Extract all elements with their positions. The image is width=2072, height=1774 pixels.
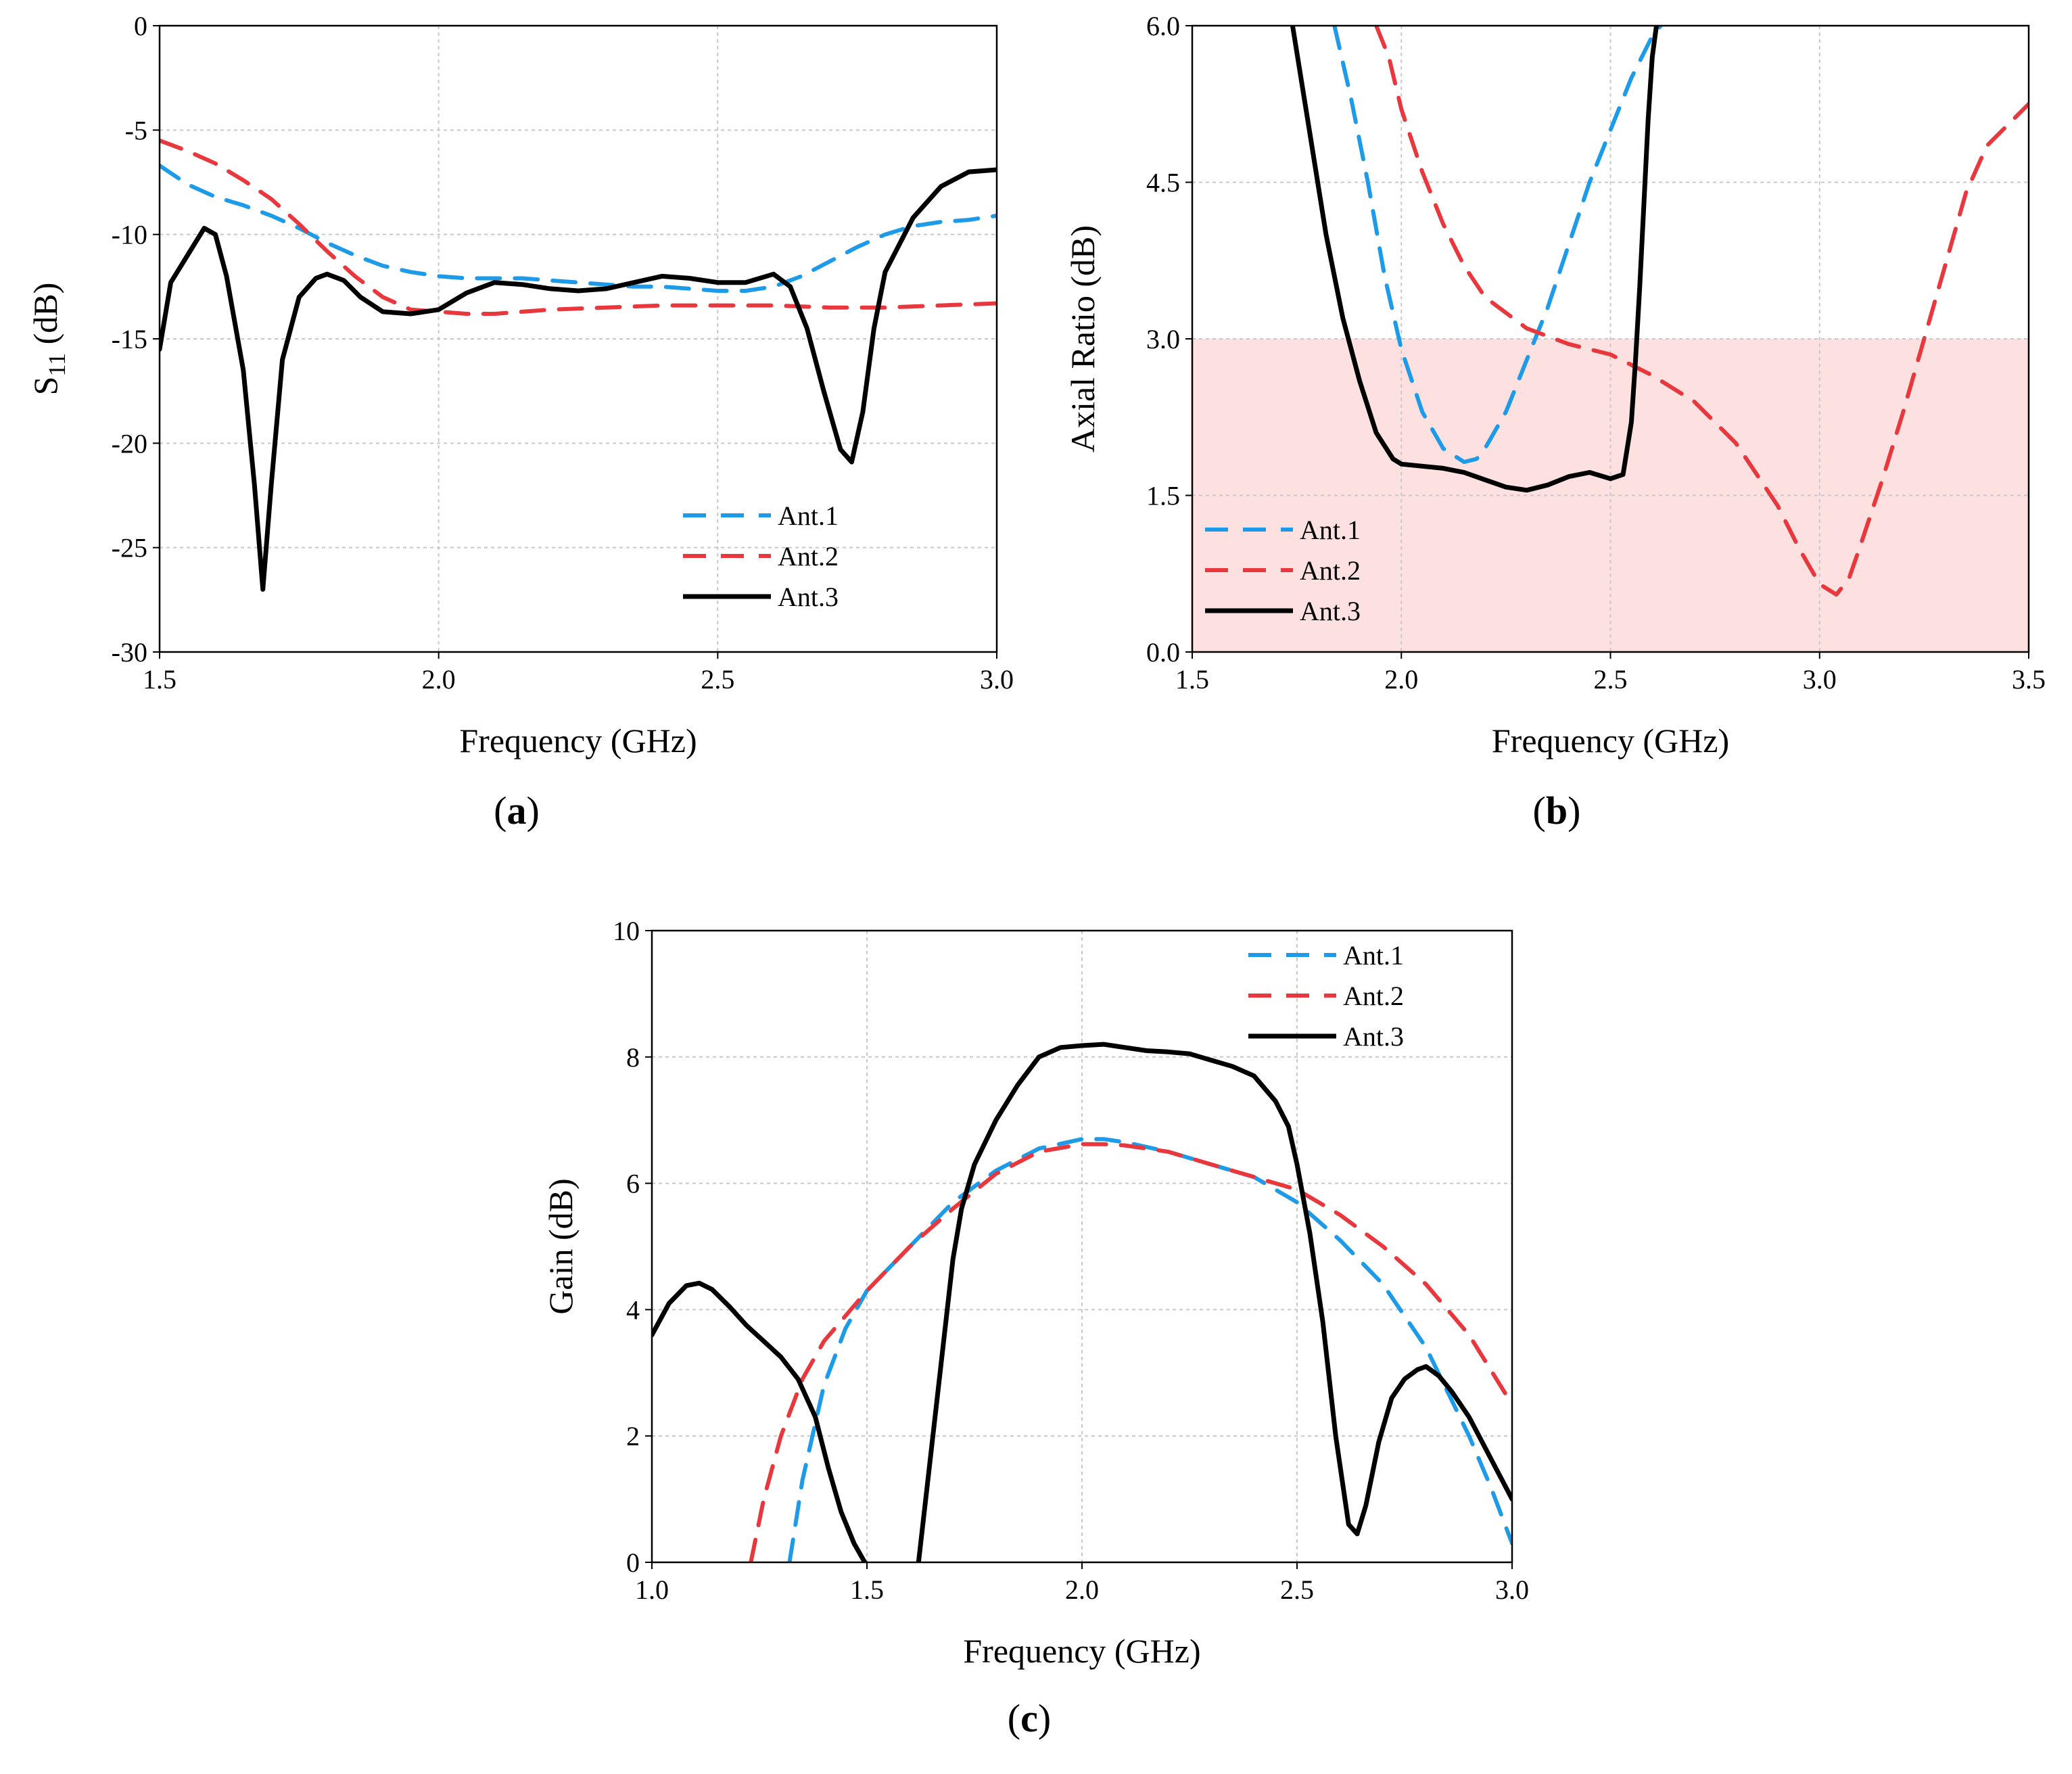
x-tick-label: 1.5 xyxy=(143,664,176,695)
y-tick-label: 4 xyxy=(626,1294,640,1325)
x-tick-label: 2.5 xyxy=(1280,1574,1314,1605)
legend: Ant.1 Ant.2 Ant.3 xyxy=(683,500,839,612)
series-line-ant3 xyxy=(160,167,997,592)
x-tick-label: 1.5 xyxy=(1175,664,1209,695)
y-tick-label: -5 xyxy=(125,115,147,145)
legend: Ant.1 Ant.2 Ant.3 xyxy=(1205,515,1361,626)
x-tick-label: 1.5 xyxy=(850,1574,884,1605)
legend-label-ant1: Ant.1 xyxy=(1300,515,1361,545)
y-tick-label: 6 xyxy=(626,1169,640,1199)
legend-label-ant3: Ant.3 xyxy=(778,582,839,612)
series-line-ant3 xyxy=(1290,26,1659,493)
legend-label-ant2: Ant.2 xyxy=(778,541,839,571)
chart-panel-a: 1.5 2.0 2.5 3.0 0 -5 -10 -15 -20 -25 -30 Frequency … xyxy=(26,11,1014,833)
y-tick-label: 8 xyxy=(626,1042,640,1073)
y-tick-label: -20 xyxy=(112,428,147,459)
series-line-ant2 xyxy=(749,1142,1512,1562)
y-tick-label: 10 xyxy=(613,916,640,946)
y-tick-label: -30 xyxy=(112,637,147,668)
legend-label-ant1: Ant.1 xyxy=(778,500,839,531)
x-tick-label: 2.0 xyxy=(1065,1574,1099,1605)
y-tick-label: -25 xyxy=(112,533,147,563)
x-tick-label: 3.0 xyxy=(1803,664,1837,695)
x-tick-label: 2.0 xyxy=(422,664,456,695)
chart-panel-b: 1.5 2.0 2.5 3.0 3.50.01.53.04.56.0Frequency … xyxy=(1064,11,2046,833)
chart-panel-c: 1.0 1.5 2.0 2.5 3.0 0 2 4 6 8 10 Frequency (GHz) Gai… xyxy=(542,916,1529,1740)
x-tick-label: 2.5 xyxy=(1594,664,1628,695)
y-tick-label: 3.0 xyxy=(1146,324,1180,354)
panel-label: (c) xyxy=(1008,1696,1051,1740)
legend-label-ant1: Ant.1 xyxy=(1343,940,1404,971)
series-line-ant2 xyxy=(1374,26,2029,597)
panel-label: (a) xyxy=(494,789,540,833)
x-axis-title: Frequency (GHz) xyxy=(1492,722,1729,760)
y-tick-label: 0.0 xyxy=(1146,637,1180,668)
legend-label-ant2: Ant.2 xyxy=(1343,981,1404,1011)
series-line-ant1 xyxy=(160,163,997,293)
panel-label: (b) xyxy=(1533,789,1581,833)
series-line-ant1 xyxy=(1332,26,1663,465)
x-tick-label: 3.0 xyxy=(1495,1574,1529,1605)
legend-label-ant3: Ant.3 xyxy=(1300,596,1361,626)
x-tick-label: 2.5 xyxy=(701,664,734,695)
series-line-ant3 xyxy=(652,1280,868,1562)
y-tick-label: -10 xyxy=(112,220,147,250)
y-axis-title: S11 (dB) xyxy=(26,283,70,396)
y-axis-title: Gain (dB) xyxy=(542,1178,580,1314)
legend-label-ant3: Ant.3 xyxy=(1343,1021,1404,1052)
x-axis-title: Frequency (GHz) xyxy=(963,1632,1200,1670)
y-tick-label: 1.5 xyxy=(1146,481,1180,511)
x-tick-label: 3.0 xyxy=(980,664,1014,695)
y-tick-label: 4.5 xyxy=(1146,168,1180,198)
legend: Ant.1 Ant.2 Ant.3 xyxy=(1248,940,1404,1052)
series-line-ant1 xyxy=(787,1137,1512,1562)
y-tick-label: 2 xyxy=(626,1421,640,1451)
x-tick-label: 1.0 xyxy=(635,1574,669,1605)
y-tick-label: 0 xyxy=(134,11,147,41)
y-axis-title: Axial Ratio (dB) xyxy=(1064,225,1102,452)
series-line-ant2 xyxy=(160,138,997,316)
legend-label-ant2: Ant.2 xyxy=(1300,555,1361,586)
x-tick-label: 2.0 xyxy=(1384,664,1418,695)
series-line-ant3 xyxy=(916,1042,1512,1562)
x-axis-title: Frequency (GHz) xyxy=(459,722,697,760)
x-tick-label: 3.5 xyxy=(2012,664,2046,695)
y-tick-label: 0 xyxy=(626,1547,640,1578)
y-tick-label: -15 xyxy=(112,324,147,354)
y-tick-label: 6.0 xyxy=(1146,11,1180,41)
